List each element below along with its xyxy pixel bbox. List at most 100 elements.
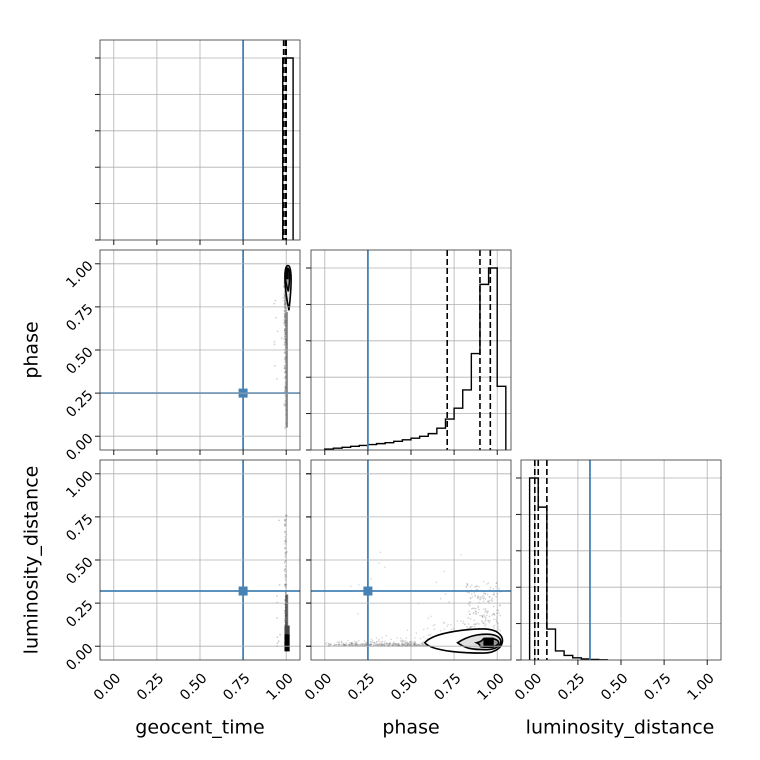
scatter-point — [284, 386, 286, 388]
scatter-point — [485, 616, 487, 619]
scatter-point — [403, 640, 406, 643]
scatter-point — [495, 616, 498, 619]
scatter-point — [369, 643, 371, 646]
scatter-point — [368, 644, 371, 647]
scatter-point — [373, 644, 376, 647]
scatter-point — [404, 639, 407, 642]
scatter-point — [421, 644, 424, 647]
scatter-point — [484, 618, 487, 621]
scatter-point — [328, 642, 330, 645]
scatter-point — [395, 644, 397, 647]
scatter-point — [284, 312, 286, 315]
scatter-point — [285, 551, 288, 554]
scatter-point — [276, 636, 279, 639]
scatter-point — [355, 641, 358, 644]
scatter-point — [403, 643, 405, 646]
scatter-point — [284, 341, 286, 344]
scatter-point — [471, 625, 474, 628]
scatter-point — [477, 595, 479, 598]
scatter-point — [284, 371, 286, 374]
scatter-point — [283, 322, 286, 325]
scatter-point — [464, 623, 466, 625]
scatter-point — [493, 592, 495, 594]
scatter-point — [285, 515, 288, 517]
scatter-point — [418, 644, 421, 646]
scatter-point — [375, 637, 378, 639]
scatter-point — [399, 639, 402, 642]
scatter-point — [285, 570, 287, 573]
scatter-point — [283, 335, 286, 338]
scatter-point — [284, 297, 287, 300]
scatter-point — [380, 643, 383, 645]
scatter-point — [364, 643, 366, 646]
density-core — [285, 268, 289, 280]
scatter-point — [402, 642, 404, 645]
scatter-point — [392, 642, 395, 645]
scatter-point — [474, 610, 477, 613]
scatter-point — [479, 614, 481, 617]
scatter-point — [481, 614, 483, 617]
scatter-point — [465, 586, 468, 589]
scatter-point — [414, 643, 416, 645]
scatter-point — [389, 642, 391, 644]
truth-marker — [238, 586, 248, 596]
scatter-point — [284, 565, 287, 568]
scatter-point — [351, 644, 354, 646]
scatter-point — [404, 642, 406, 645]
joint-plot-area — [100, 460, 300, 660]
scatter-point — [487, 620, 490, 623]
scatter-point — [340, 640, 343, 643]
scatter-point — [409, 642, 412, 645]
scatter-point — [421, 642, 424, 645]
scatter-point — [408, 641, 411, 644]
scatter-point — [479, 598, 481, 601]
scatter-point — [375, 643, 378, 645]
scatter-point — [476, 585, 478, 588]
scatter-point — [418, 643, 420, 646]
marginal-panel-luminosity_distance — [516, 459, 722, 665]
scatter-point — [283, 300, 286, 302]
scatter-point — [484, 598, 487, 600]
scatter-point — [285, 514, 288, 517]
scatter-point — [282, 296, 285, 299]
scatter-point — [284, 298, 287, 301]
scatter-point — [284, 576, 287, 579]
scatter-point — [284, 327, 286, 330]
scatter-point — [389, 642, 391, 644]
scatter-point — [401, 644, 404, 647]
scatter-point — [284, 547, 287, 549]
scatter-point — [284, 297, 287, 299]
scatter-point — [483, 596, 485, 599]
scatter-point — [385, 642, 388, 645]
scatter-point — [491, 614, 494, 616]
scatter-point — [284, 315, 286, 318]
scatter-point — [357, 643, 360, 646]
scatter-point — [422, 641, 425, 643]
scatter-point — [462, 620, 465, 623]
scatter-point — [466, 584, 469, 587]
scatter-point — [380, 643, 383, 645]
scatter-point — [284, 568, 287, 570]
scatter-point — [357, 639, 360, 642]
scatter-point — [283, 342, 286, 344]
scatter-point — [409, 644, 412, 646]
scatter-point — [493, 618, 495, 620]
scatter-point — [284, 307, 287, 310]
scatter-point — [388, 643, 390, 645]
scatter-point — [401, 644, 404, 647]
scatter-point — [496, 621, 499, 624]
scatter-point — [464, 623, 466, 626]
scatter-point — [372, 643, 375, 646]
scatter-point — [397, 643, 400, 645]
scatter-point — [284, 302, 287, 305]
scatter-point — [353, 644, 356, 646]
scatter-point — [284, 304, 287, 307]
scatter-point — [484, 616, 486, 618]
scatter-point — [469, 613, 471, 615]
scatter-point — [495, 582, 498, 584]
scatter-point — [333, 644, 336, 646]
scatter-point — [283, 316, 286, 319]
scatter-point — [283, 323, 286, 326]
scatter-point — [278, 519, 280, 522]
scatter-point — [412, 644, 415, 647]
